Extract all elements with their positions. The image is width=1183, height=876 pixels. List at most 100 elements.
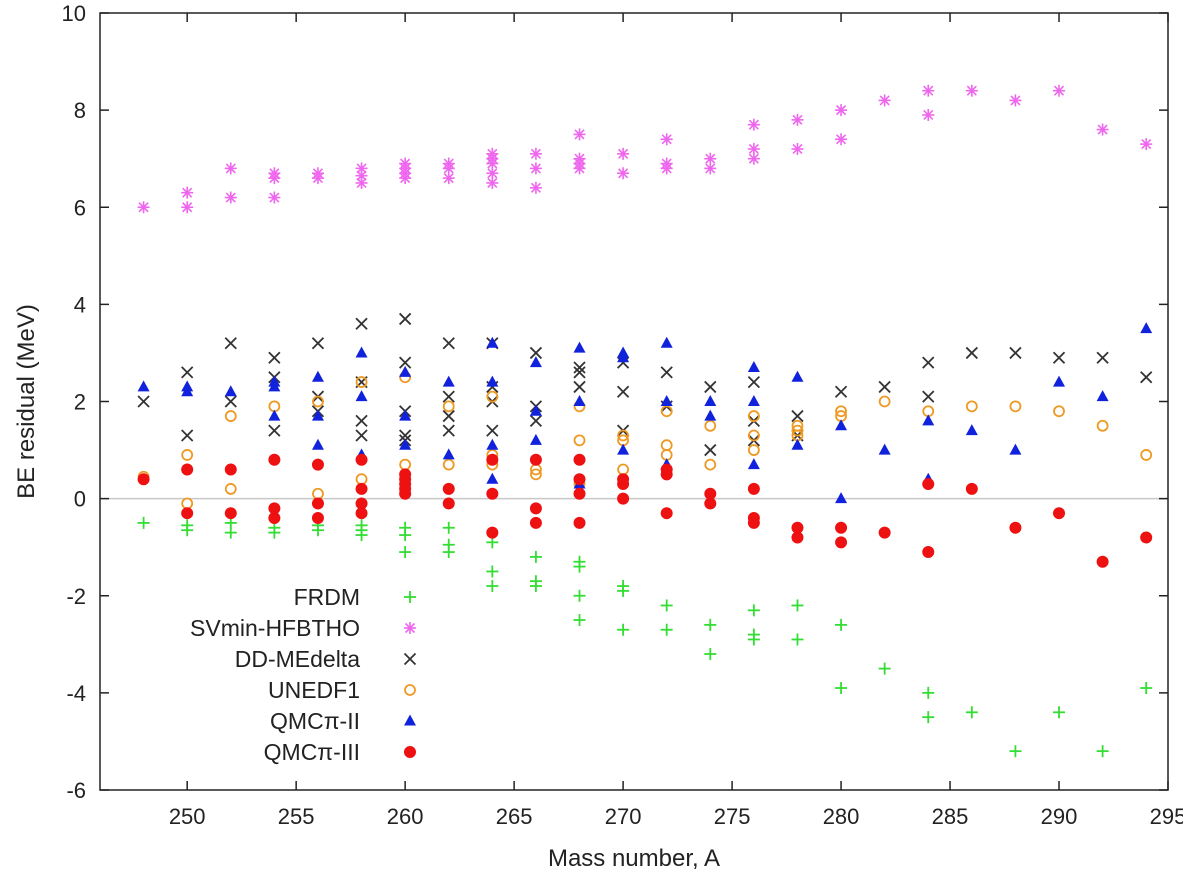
data-point: [486, 453, 499, 466]
data-point: [660, 507, 673, 520]
data-point: [137, 201, 150, 214]
data-point: [181, 201, 194, 214]
data-point: [268, 409, 281, 421]
data-point: [399, 458, 412, 471]
data-point: [616, 385, 630, 398]
data-point: [747, 444, 760, 456]
data-point: [922, 356, 935, 369]
data-point: [791, 113, 804, 126]
x-tick-label: 280: [823, 804, 860, 829]
x-tick-label: 250: [169, 804, 206, 829]
data-point: [878, 94, 891, 107]
data-point: [355, 346, 368, 358]
data-point: [399, 312, 412, 326]
data-point: [529, 516, 542, 529]
data-point: [224, 507, 237, 520]
data-point: [529, 580, 542, 593]
data-point: [442, 375, 455, 387]
data-point: [1053, 84, 1066, 97]
data-point: [529, 162, 542, 175]
data-point: [486, 526, 499, 539]
data-point: [1052, 351, 1066, 364]
data-point: [747, 152, 760, 165]
data-point: [922, 414, 935, 426]
data-point: [1096, 419, 1109, 432]
data-point: [181, 449, 194, 461]
data-point: [791, 531, 804, 544]
data-point: [181, 366, 194, 379]
data-point: [1009, 94, 1022, 107]
legend-marker: [404, 591, 416, 603]
data-point: [137, 395, 150, 408]
data-point: [660, 395, 673, 406]
data-point: [268, 453, 281, 466]
legend-label: DD-MEdelta: [235, 646, 360, 672]
data-point: [529, 502, 542, 515]
data-point: [311, 370, 324, 382]
data-point: [747, 458, 760, 470]
x-tick-label: 275: [714, 804, 751, 829]
data-point: [224, 410, 237, 422]
data-point: [1053, 706, 1066, 719]
data-point: [878, 526, 891, 539]
legend-marker: [404, 714, 416, 726]
y-tick-label: 6: [74, 195, 86, 220]
data-point: [442, 521, 455, 534]
data-point: [617, 584, 630, 597]
x-tick-label: 255: [278, 804, 315, 829]
x-tick-label: 265: [496, 804, 533, 829]
data-point: [486, 424, 499, 437]
x-tick-label: 290: [1041, 804, 1078, 829]
data-point: [224, 395, 237, 408]
data-point: [660, 463, 673, 476]
legend: FRDM SVmin-HFBTHO DD-MEdelta UNEDF1 QMCπ-II Q…: [190, 584, 417, 765]
data-point: [573, 614, 586, 627]
data-point: [747, 604, 760, 617]
data-point: [181, 463, 194, 476]
data-point: [835, 618, 848, 631]
data-point: [486, 487, 499, 500]
data-point: [224, 385, 237, 397]
data-point: [399, 529, 412, 542]
data-point: [835, 521, 848, 534]
data-point: [224, 483, 237, 495]
data-point: [1009, 400, 1022, 413]
data-point: [311, 458, 324, 471]
data-point: [181, 497, 194, 510]
data-point: [311, 167, 324, 180]
data-point: [399, 468, 412, 481]
data-point: [268, 526, 281, 539]
data-point: [355, 473, 368, 486]
data-point: [704, 487, 717, 500]
y-tick-label: -4: [66, 681, 86, 706]
data-point: [1053, 507, 1066, 520]
data-point: [617, 429, 630, 442]
data-point: [747, 375, 761, 389]
data-point: [530, 468, 542, 481]
legend-marker: [403, 652, 417, 666]
data-point: [747, 482, 760, 495]
data-point: [442, 482, 455, 495]
data-point: [747, 361, 760, 373]
data-point: [573, 395, 586, 406]
data-point: [922, 711, 935, 724]
data-point: [442, 409, 455, 423]
series-4: [137, 322, 1153, 504]
data-point: [355, 529, 368, 542]
data-point: [835, 492, 848, 504]
y-tick-label: 10: [62, 1, 86, 26]
data-point: [399, 438, 412, 450]
data-point: [791, 370, 804, 382]
data-point: [965, 424, 978, 436]
data-point: [355, 507, 368, 520]
data-point: [704, 648, 717, 661]
data-point: [660, 366, 673, 379]
data-point: [704, 443, 717, 457]
data-point: [442, 497, 455, 510]
data-point: [573, 516, 586, 529]
data-point: [965, 706, 978, 719]
data-point: [268, 375, 281, 387]
x-tick-label: 285: [932, 804, 969, 829]
data-point: [791, 424, 804, 437]
data-point: [529, 356, 542, 368]
